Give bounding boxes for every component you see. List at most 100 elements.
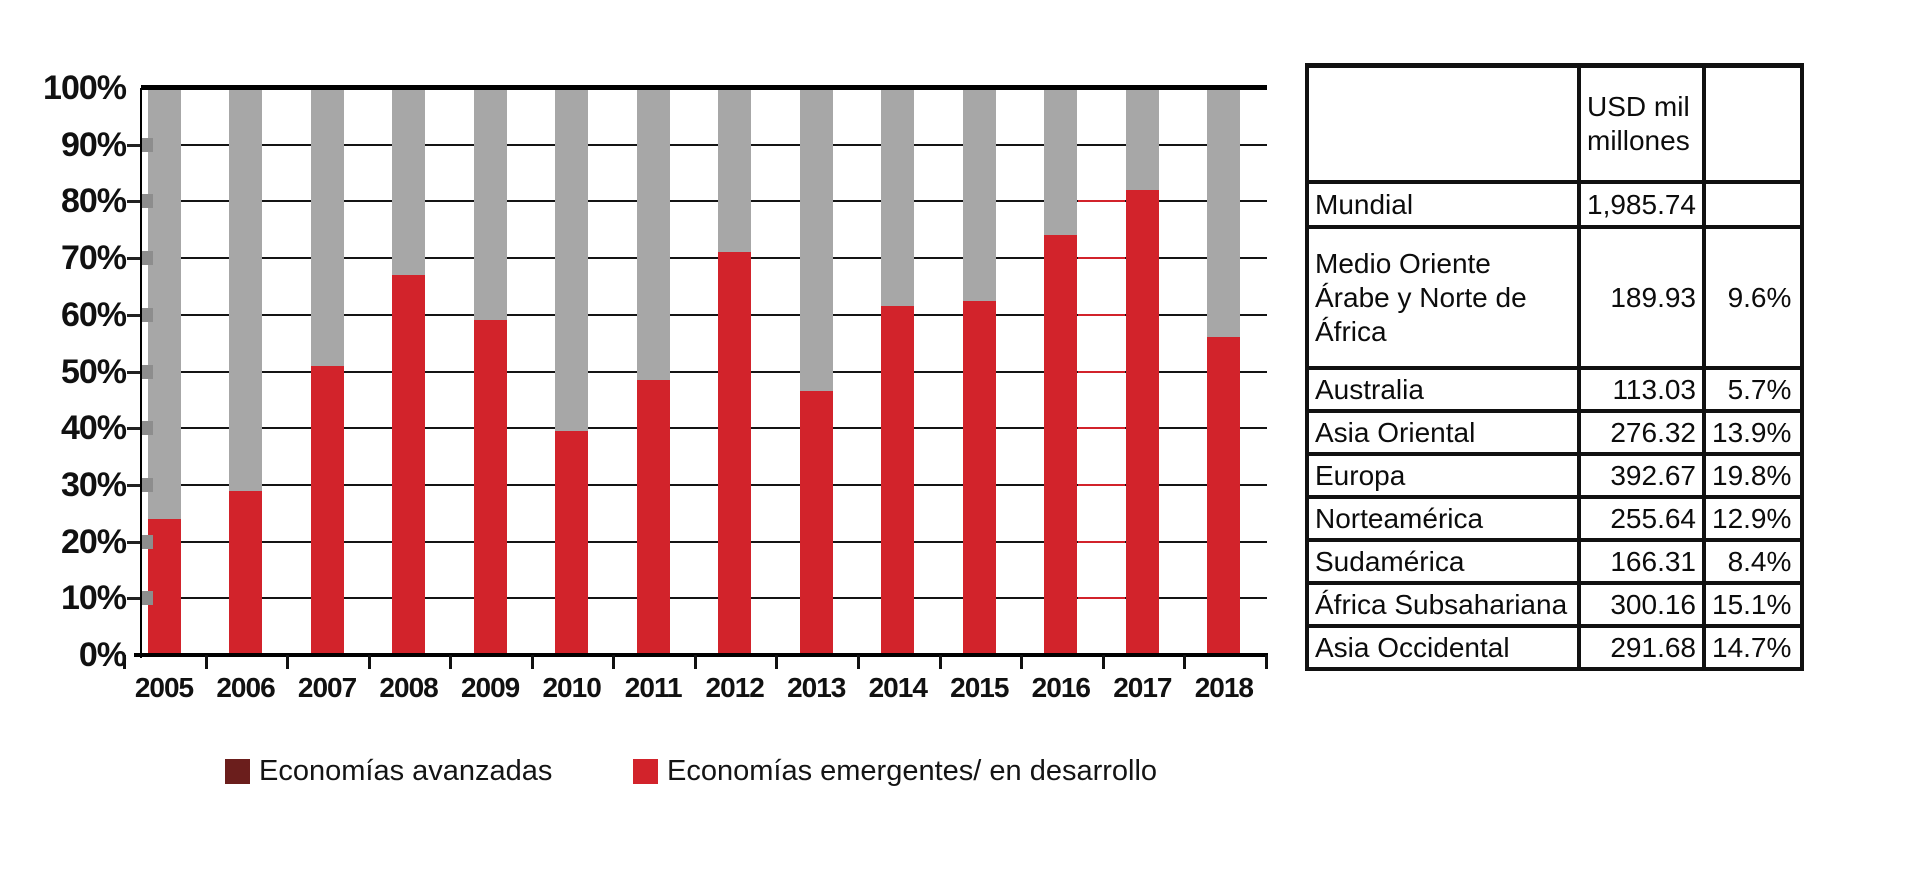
y-axis-tick — [127, 427, 141, 431]
red-gridline-artifact — [1078, 597, 1125, 600]
table-row: Asia Oriental 276.32 13.9% — [1305, 409, 1805, 456]
plot-top-border — [141, 85, 1267, 90]
y-axis-tick-mark — [142, 477, 153, 492]
red-gridline-artifact — [1078, 483, 1125, 486]
table-row: Mundial 1,985.74 — [1305, 180, 1805, 229]
x-axis-tick-label: 2016 — [1031, 672, 1091, 703]
x-axis-tick-label: 2008 — [379, 672, 438, 703]
usd-cell: 166.31 — [1577, 538, 1706, 585]
bar-2005-red — [147, 518, 181, 655]
y-axis-tick — [127, 200, 141, 204]
y-axis-tick — [127, 483, 141, 487]
x-axis-category-tick — [530, 655, 534, 669]
y-axis-tick-mark — [142, 137, 153, 152]
y-axis-tick-label: 10% — [60, 579, 127, 618]
bar-2007-gray — [310, 88, 344, 366]
bar-2007-red — [310, 365, 344, 655]
bar-2008-gray — [392, 88, 426, 276]
legend-item-emergentes: Economías emergentes/ en desarrollo — [633, 756, 1157, 786]
bar-2015-gray — [962, 88, 996, 301]
x-axis-category-tick — [367, 655, 371, 669]
header-region-cell — [1305, 63, 1581, 184]
bar-2014-gray — [881, 88, 915, 307]
table-header-row: USD mil millones — [1305, 63, 1805, 184]
x-axis-category-tick — [449, 655, 453, 669]
region-cell: Mundial — [1305, 180, 1581, 229]
red-gridline-artifact — [1078, 200, 1125, 203]
pct-cell: 5.7% — [1701, 366, 1805, 413]
x-axis-tick-label: 2010 — [542, 672, 601, 703]
usd-cell: 392.67 — [1577, 452, 1706, 499]
x-axis-tick-label: 2013 — [787, 672, 846, 703]
region-cell: África Subsahariana — [1305, 581, 1581, 628]
region-cell: Sudamérica — [1305, 538, 1581, 585]
x-axis-category-tick — [1264, 655, 1268, 669]
x-axis-tick-label: 2011 — [624, 672, 683, 703]
usd-cell: 300.16 — [1577, 581, 1706, 628]
red-gridline-artifact — [1078, 257, 1125, 260]
bar-2018-red — [1207, 337, 1241, 655]
bar-2012-red — [718, 252, 752, 655]
legend-swatch-emergentes — [633, 758, 658, 784]
y-axis-tick-label: 40% — [60, 409, 127, 448]
y-axis-tick-label: 0% — [78, 636, 127, 674]
bar-2016-gray — [1044, 88, 1078, 236]
y-axis-tick-label: 90% — [60, 125, 127, 164]
x-axis-tick-label: 2009 — [460, 672, 520, 703]
red-gridline-artifact — [1078, 427, 1125, 430]
header-usd-cell: USD mil millones — [1577, 63, 1706, 184]
gridline — [127, 143, 1267, 146]
header-pct-cell — [1701, 63, 1805, 184]
bar-2017-red — [1125, 190, 1159, 655]
y-axis-tick-label: 30% — [60, 465, 127, 504]
chart-legend: Economías avanzadas Economías emergentes… — [0, 756, 1310, 790]
x-axis-category-tick — [693, 655, 697, 669]
bar-2006-red — [229, 490, 263, 655]
gridline — [127, 597, 1267, 600]
red-gridline-artifact — [1078, 370, 1125, 373]
bar-2015-red — [962, 300, 996, 655]
y-axis-tick-label: 100% — [43, 69, 127, 107]
y-axis-tick-label: 20% — [60, 522, 127, 561]
y-axis-tick — [127, 257, 141, 261]
regions-usd-table: USD mil millones Mundial 1,985.74 Medio Ori… — [1305, 63, 1805, 671]
y-axis-tick — [127, 370, 141, 374]
legend-item-avanzadas: Economías avanzadas — [225, 756, 552, 786]
red-gridline-artifact — [1078, 313, 1125, 316]
x-axis-category-tick — [1183, 655, 1187, 669]
y-axis-tick-mark — [142, 591, 153, 606]
bar-2011-red — [636, 380, 670, 655]
usd-cell: 113.03 — [1577, 366, 1706, 413]
table-row: Europa 392.67 19.8% — [1305, 452, 1805, 499]
table-row: Asia Occidental 291.68 14.7% — [1305, 624, 1805, 671]
y-axis-line — [140, 88, 142, 658]
x-axis-category-tick — [204, 655, 208, 669]
gridline — [127, 427, 1267, 430]
bar-2009-red — [473, 320, 507, 655]
x-axis-tick-label: 2012 — [705, 672, 765, 703]
legend-label-emergentes: Economías emergentes/ en desarrollo — [667, 755, 1158, 787]
gridline — [127, 313, 1267, 316]
y-axis-tick-mark — [142, 194, 153, 209]
gridline — [127, 200, 1267, 203]
x-axis-baseline — [134, 653, 1268, 657]
y-axis-tick — [127, 597, 141, 601]
x-axis-category-tick — [857, 655, 860, 669]
region-cell: Asia Oriental — [1305, 409, 1581, 456]
bar-2011-gray — [636, 88, 670, 380]
usd-cell: 1,985.74 — [1577, 180, 1706, 229]
y-axis-tick-mark — [142, 364, 153, 379]
x-axis-tick-label: 2005 — [134, 672, 194, 703]
pct-cell: 9.6% — [1701, 225, 1805, 370]
region-cell: Norteamérica — [1305, 495, 1581, 542]
bar-2005-gray — [147, 88, 181, 519]
red-gridline-artifact — [1078, 540, 1125, 543]
x-axis-category-tick — [1101, 655, 1105, 669]
bar-2010-gray — [555, 88, 589, 432]
bar-2013-gray — [799, 88, 833, 392]
x-axis-category-tick — [123, 655, 127, 669]
usd-cell: 276.32 — [1577, 409, 1706, 456]
bar-2008-red — [392, 275, 426, 655]
y-axis-tick-label: 80% — [60, 182, 127, 221]
